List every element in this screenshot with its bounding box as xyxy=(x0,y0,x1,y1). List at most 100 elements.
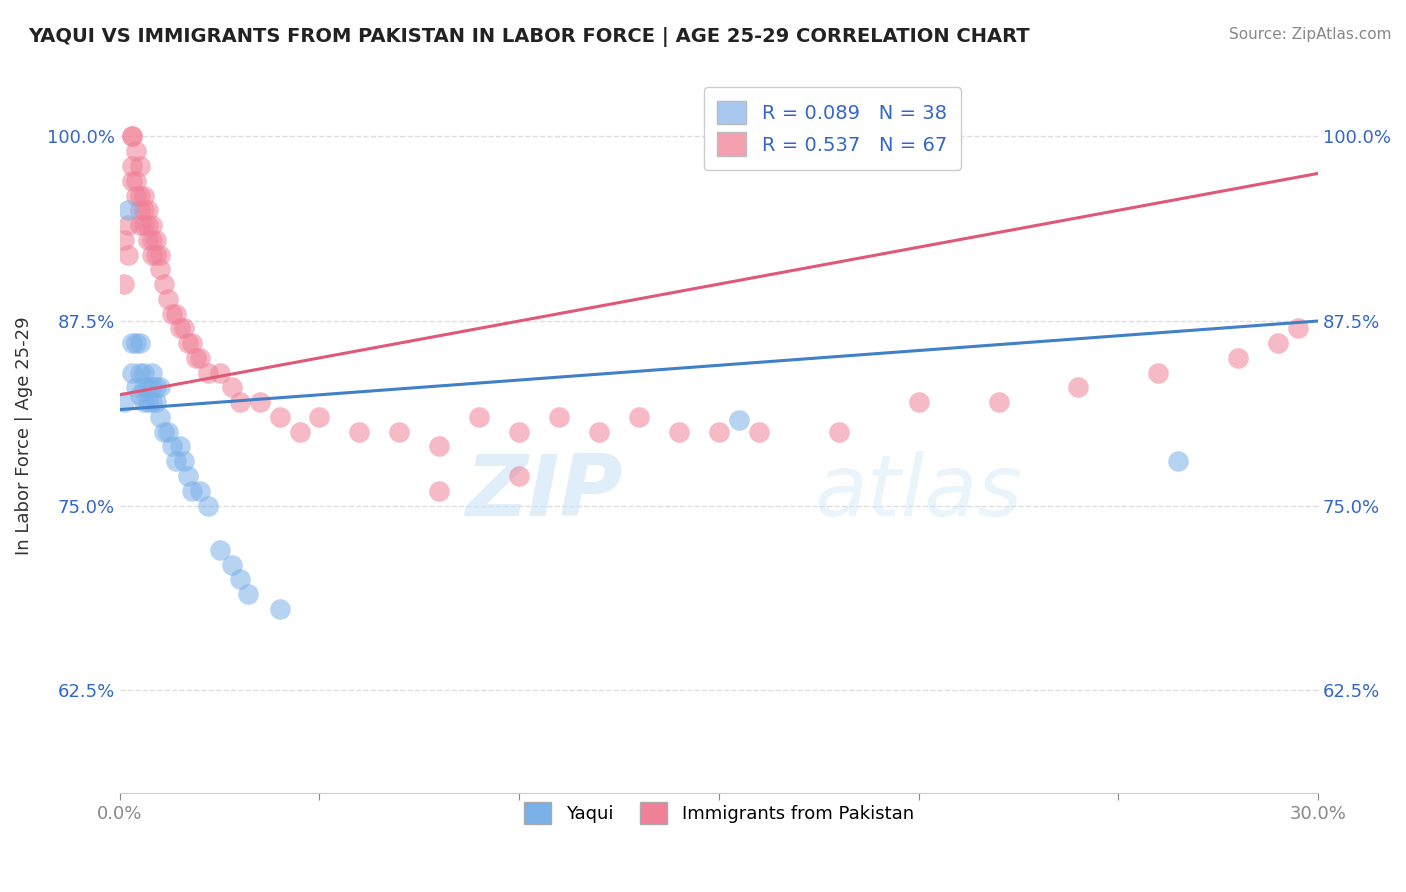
Point xyxy=(141,247,163,261)
Point xyxy=(160,440,183,454)
Point xyxy=(197,499,219,513)
Point xyxy=(136,233,159,247)
Point xyxy=(349,425,371,439)
Point xyxy=(169,440,191,454)
Point xyxy=(141,380,163,394)
Point xyxy=(508,469,530,483)
Point xyxy=(132,395,155,409)
Point xyxy=(121,336,143,351)
Y-axis label: In Labor Force | Age 25-29: In Labor Force | Age 25-29 xyxy=(15,316,32,555)
Point xyxy=(121,159,143,173)
Point xyxy=(288,425,311,439)
Point xyxy=(132,380,155,394)
Point xyxy=(160,307,183,321)
Point xyxy=(145,380,167,394)
Point xyxy=(152,425,174,439)
Point xyxy=(588,425,610,439)
Point xyxy=(145,247,167,261)
Point xyxy=(388,425,411,439)
Point xyxy=(269,602,291,616)
Point xyxy=(468,409,491,424)
Point xyxy=(249,395,271,409)
Point xyxy=(176,336,198,351)
Point xyxy=(173,321,195,335)
Point xyxy=(141,395,163,409)
Point xyxy=(136,203,159,218)
Point xyxy=(165,454,187,468)
Point xyxy=(1227,351,1250,365)
Point xyxy=(707,425,730,439)
Point xyxy=(141,366,163,380)
Point xyxy=(141,218,163,232)
Point xyxy=(221,380,243,394)
Point xyxy=(121,129,143,144)
Point xyxy=(145,395,167,409)
Point xyxy=(180,483,202,498)
Point xyxy=(156,425,179,439)
Text: YAQUI VS IMMIGRANTS FROM PAKISTAN IN LABOR FORCE | AGE 25-29 CORRELATION CHART: YAQUI VS IMMIGRANTS FROM PAKISTAN IN LAB… xyxy=(28,27,1029,46)
Point xyxy=(308,409,330,424)
Legend: Yaqui, Immigrants from Pakistan: Yaqui, Immigrants from Pakistan xyxy=(513,790,925,834)
Point xyxy=(136,380,159,394)
Point xyxy=(112,395,135,409)
Point xyxy=(149,247,172,261)
Point xyxy=(128,218,150,232)
Point xyxy=(987,395,1010,409)
Point xyxy=(221,558,243,572)
Point xyxy=(136,395,159,409)
Point xyxy=(548,409,571,424)
Point xyxy=(121,129,143,144)
Point xyxy=(728,413,751,427)
Point xyxy=(828,425,851,439)
Point xyxy=(128,188,150,202)
Point xyxy=(132,188,155,202)
Point xyxy=(117,203,139,218)
Point xyxy=(427,483,450,498)
Text: atlas: atlas xyxy=(815,451,1022,534)
Point xyxy=(228,395,250,409)
Point xyxy=(1147,366,1170,380)
Point xyxy=(1267,336,1289,351)
Point xyxy=(180,336,202,351)
Point xyxy=(169,321,191,335)
Point xyxy=(117,247,139,261)
Point xyxy=(121,366,143,380)
Point xyxy=(128,203,150,218)
Point xyxy=(269,409,291,424)
Point xyxy=(149,409,172,424)
Text: ZIP: ZIP xyxy=(465,451,623,534)
Point xyxy=(125,380,148,394)
Point xyxy=(173,454,195,468)
Point xyxy=(145,233,167,247)
Point xyxy=(208,366,231,380)
Point xyxy=(149,262,172,277)
Point xyxy=(128,336,150,351)
Point xyxy=(128,159,150,173)
Point xyxy=(1286,321,1309,335)
Point xyxy=(125,188,148,202)
Point xyxy=(748,425,770,439)
Point xyxy=(1167,454,1189,468)
Point xyxy=(197,366,219,380)
Point xyxy=(136,218,159,232)
Point xyxy=(152,277,174,291)
Point xyxy=(132,366,155,380)
Point xyxy=(1067,380,1090,394)
Point xyxy=(132,218,155,232)
Point xyxy=(236,587,259,601)
Point xyxy=(117,218,139,232)
Point xyxy=(132,203,155,218)
Point xyxy=(125,145,148,159)
Text: Source: ZipAtlas.com: Source: ZipAtlas.com xyxy=(1229,27,1392,42)
Point xyxy=(156,292,179,306)
Point xyxy=(112,277,135,291)
Point xyxy=(628,409,651,424)
Point xyxy=(188,351,211,365)
Point xyxy=(149,380,172,394)
Point xyxy=(508,425,530,439)
Point xyxy=(668,425,690,439)
Point xyxy=(184,351,207,365)
Point xyxy=(176,469,198,483)
Point xyxy=(141,233,163,247)
Point xyxy=(165,307,187,321)
